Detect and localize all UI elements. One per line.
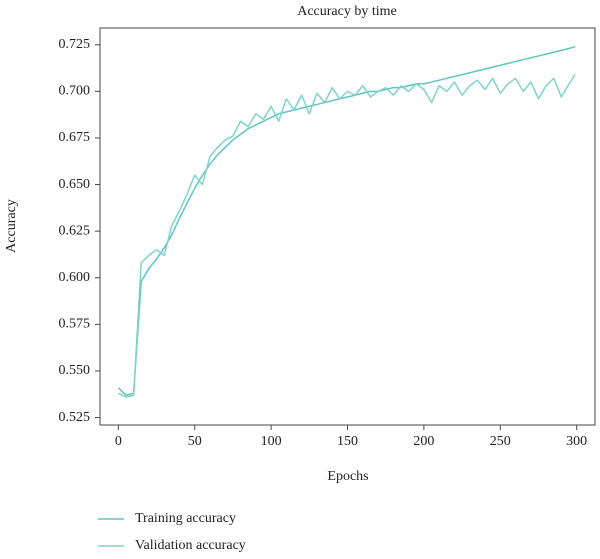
y-tick-label: 0.575 xyxy=(59,317,91,332)
y-tick-label: 0.525 xyxy=(59,410,91,425)
y-tick-label: 0.600 xyxy=(59,270,91,285)
line-series xyxy=(118,74,576,398)
line-series xyxy=(117,45,576,396)
x-tick-label: 50 xyxy=(188,434,202,449)
x-tick-label: 200 xyxy=(413,434,434,449)
y-tick-label: 0.650 xyxy=(59,177,91,192)
y-tick-label: 0.700 xyxy=(59,84,91,99)
x-tick-label: 0 xyxy=(115,434,122,449)
x-tick-label: 100 xyxy=(261,434,282,449)
x-axis-label: Epochs xyxy=(327,469,368,484)
y-tick-label: 0.625 xyxy=(59,223,91,238)
legend-label: Validation accuracy xyxy=(135,538,246,553)
chart-title: Accuracy by time xyxy=(297,4,397,19)
y-axis-label: Accuracy xyxy=(4,199,19,253)
y-tick-label: 0.550 xyxy=(59,363,91,378)
x-tick-label: 300 xyxy=(566,434,587,449)
legend-label: Training accuracy xyxy=(135,511,236,526)
x-tick-label: 250 xyxy=(490,434,511,449)
y-tick-label: 0.725 xyxy=(59,37,91,52)
y-tick-label: 0.675 xyxy=(59,130,91,145)
x-tick-label: 150 xyxy=(337,434,358,449)
